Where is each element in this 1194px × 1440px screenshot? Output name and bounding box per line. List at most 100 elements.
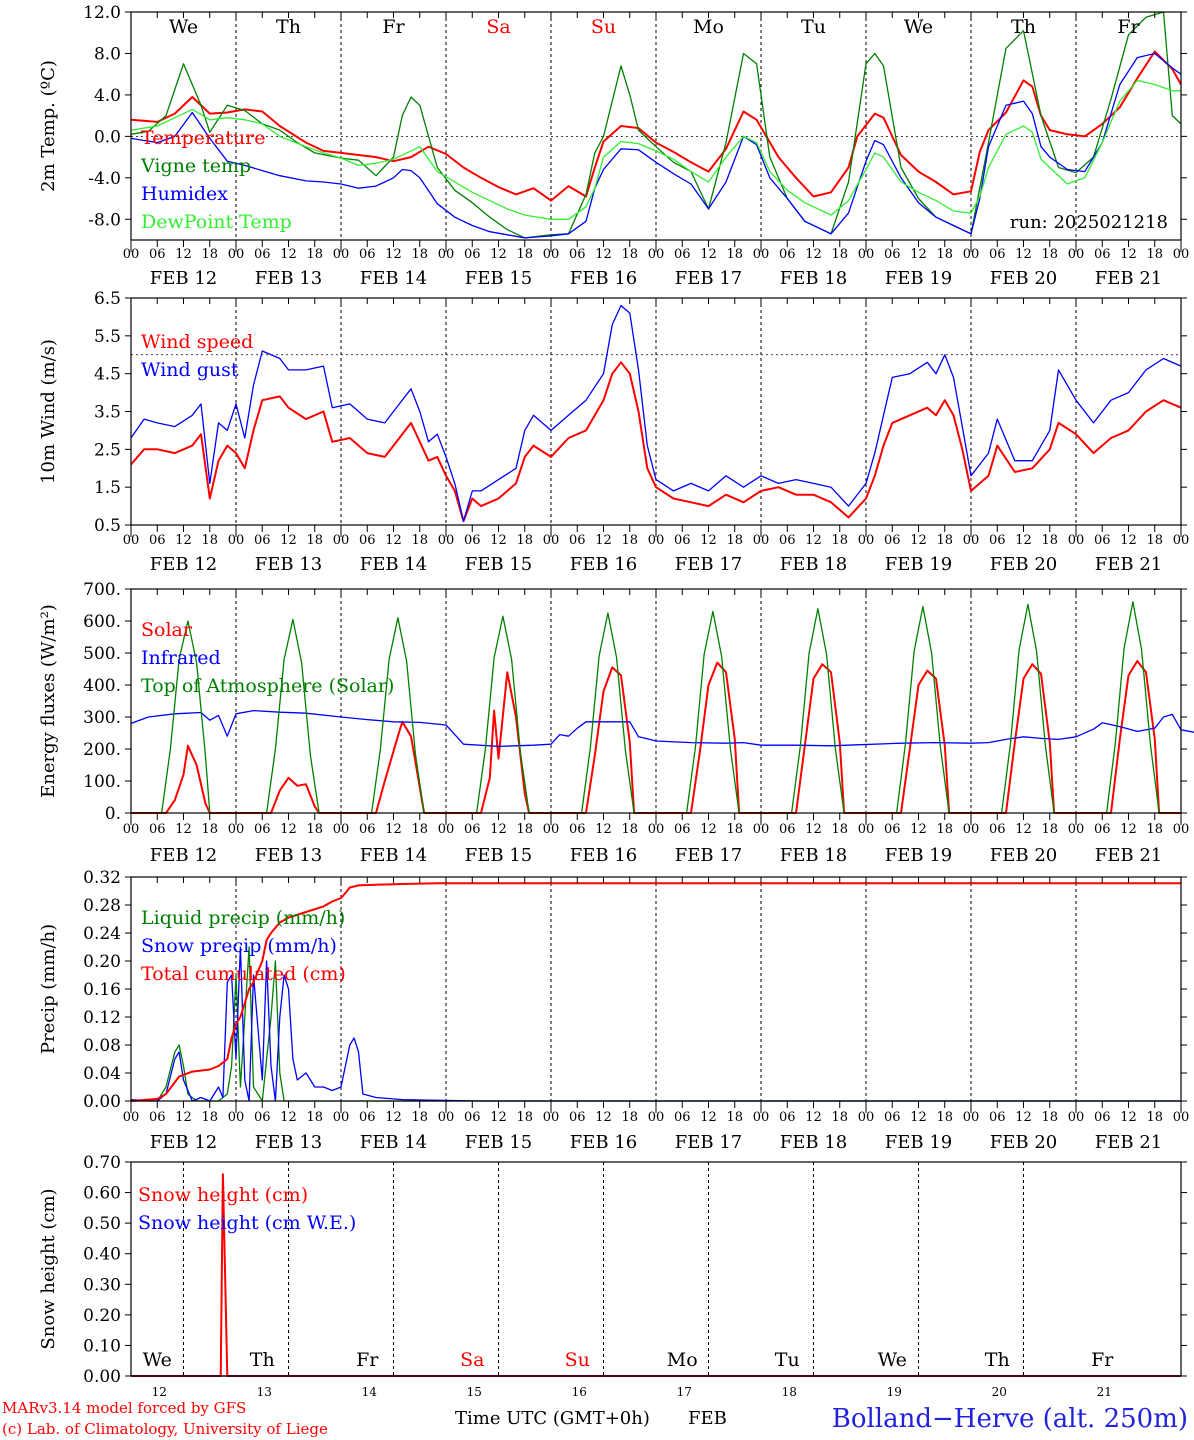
series-line-temperature <box>130 50 1182 202</box>
month-label: FEB <box>688 1408 727 1429</box>
x-hour-label: 12 <box>805 1110 822 1125</box>
x-date-label: FEB 14 <box>360 845 427 866</box>
x-hour-label: 18 <box>726 822 743 837</box>
y-tick-label: 400. <box>83 676 121 696</box>
x-hour-label: 12 <box>490 822 507 837</box>
x-hour-label: 06 <box>884 247 901 262</box>
y-tick-label: 2.5 <box>94 440 121 460</box>
y-tick-label: 0.08 <box>83 1036 121 1056</box>
y-tick-label: 500. <box>83 644 121 664</box>
day-of-week-label: Fr <box>356 1349 379 1371</box>
x-hour-label: 00 <box>123 533 140 548</box>
x-hour-label: 06 <box>779 533 796 548</box>
x-hour-label: 00 <box>1068 247 1085 262</box>
y-axis-label: 2m Temp. (ºC) <box>38 60 59 192</box>
x-date-label: FEB 17 <box>675 268 742 289</box>
x-hour-label: 18 <box>831 1110 848 1125</box>
x-hour-label: 12 <box>1015 1110 1032 1125</box>
day-of-week-label: Tu <box>775 1349 800 1371</box>
x-hour-label: 18 <box>831 533 848 548</box>
y-tick-label: 0.5 <box>94 516 121 536</box>
x-hour-label: 12 <box>280 247 297 262</box>
legend-entry: Snow height (cm) <box>138 1184 308 1206</box>
x-hour-label: 00 <box>543 533 560 548</box>
x-hour-label: 18 <box>516 1110 533 1125</box>
x-hour-label: 00 <box>333 533 350 548</box>
panel-energy: 700. 600. 500. 400. 300. 200. 100. 0. Energy flu… <box>38 580 1194 866</box>
y-tick-label: 200. <box>83 740 121 760</box>
legend-entry: Wind speed <box>141 331 253 353</box>
x-hour-label: 00 <box>228 1110 245 1125</box>
x-date-label: FEB 13 <box>255 554 322 575</box>
y-tick-label: 4.0 <box>94 86 121 106</box>
x-date-label: FEB 20 <box>990 1132 1057 1153</box>
x-hour-label: 06 <box>464 247 481 262</box>
x-hour-label: 12 <box>490 1110 507 1125</box>
x-hour-label: 12 <box>595 533 612 548</box>
series-line-dewpoint-temp <box>130 79 1181 220</box>
x-date-label: FEB 20 <box>990 268 1057 289</box>
x-hour-label: 18 <box>306 822 323 837</box>
y-tick-label: 0.04 <box>83 1064 121 1084</box>
x-hour-label: 18 <box>1041 822 1058 837</box>
y-tick-label: 0.50 <box>83 1214 121 1234</box>
series-line-infrared <box>130 709 1194 748</box>
x-hour-label: 18 <box>201 533 218 548</box>
x-hour-label: 18 <box>411 247 428 262</box>
x-hour-label: 00 <box>648 822 665 837</box>
x-hour-label: 12 <box>910 1110 927 1125</box>
panel-wind: 6.5 5.5 4.5 3.5 2.5 1.5 0.5 10m Wind (m/s) 00 06 1… <box>38 289 1189 575</box>
x-hour-label: 06 <box>149 1110 166 1125</box>
x-hour-label: 12 <box>805 533 822 548</box>
x-hour-label: 00 <box>858 822 875 837</box>
y-tick-label: 8.0 <box>94 44 121 64</box>
x-hour-label: 18 <box>516 822 533 837</box>
x-hour-label: 12 <box>910 247 927 262</box>
day-of-week-label: Sa <box>486 16 510 38</box>
x-hour-label: 06 <box>569 822 586 837</box>
legend-entry: Wind gust <box>141 359 239 381</box>
y-tick-label: 600. <box>83 612 121 632</box>
y-axis-label: Energy fluxes (W/m²) <box>38 604 59 798</box>
x-hour-label: 12 <box>595 822 612 837</box>
series-line-snow-precip-mm-h <box>130 946 1181 1102</box>
x-hour-label: 06 <box>254 822 271 837</box>
x-hour-label: 06 <box>674 247 691 262</box>
y-tick-label: 0.70 <box>83 1153 121 1173</box>
panel-temperature: 12.0 8.0 4.0 0.0 -4.0 -8.0 2m Temp. (ºC) 00 06 12… <box>38 3 1189 289</box>
x-hour-label: 00 <box>1173 533 1190 548</box>
x-hour-label: 06 <box>1094 822 1111 837</box>
x-hour-label: 18 <box>411 533 428 548</box>
x-hour-label: 06 <box>674 1110 691 1125</box>
x-hour-label: 18 <box>621 1110 638 1125</box>
x-hour-label: 12 <box>280 1110 297 1125</box>
credit-line-1: MARv3.14 model forced by GFS <box>2 1399 246 1417</box>
y-tick-label: 0.0 <box>94 127 121 147</box>
x-hour-label: 18 <box>1146 822 1163 837</box>
x-date-label: FEB 15 <box>465 268 532 289</box>
x-date-label: FEB 20 <box>990 845 1057 866</box>
y-tick-label: 3.5 <box>94 403 121 423</box>
x-hour-label: 18 <box>306 1110 323 1125</box>
x-date-label: FEB 12 <box>150 845 217 866</box>
y-tick-label: 100. <box>83 772 121 792</box>
x-hour-label: 18 <box>201 1110 218 1125</box>
x-hour-label: 06 <box>884 1110 901 1125</box>
x-hour-label: 06 <box>1094 533 1111 548</box>
day-of-week-label: Su <box>565 1349 590 1371</box>
x-hour-label: 06 <box>674 533 691 548</box>
x-hour-label: 06 <box>779 247 796 262</box>
x-hour-label: 06 <box>359 1110 376 1125</box>
x-hour-label: 12 <box>175 1110 192 1125</box>
x-date-label: FEB 15 <box>465 1132 532 1153</box>
station-title: Bolland−Herve (alt. 250m) <box>832 1404 1188 1434</box>
x-hour-label: 06 <box>254 247 271 262</box>
x-hour-label: 12 <box>700 247 717 262</box>
x-hour-label: 00 <box>123 822 140 837</box>
legend-entry: Solar <box>141 619 193 641</box>
x-hour-label: 18 <box>1041 1110 1058 1125</box>
x-hour-label: 06 <box>674 822 691 837</box>
x-hour-label: 12 <box>910 822 927 837</box>
day-number-label: 21 <box>1097 1385 1112 1399</box>
x-hour-label: 18 <box>621 822 638 837</box>
